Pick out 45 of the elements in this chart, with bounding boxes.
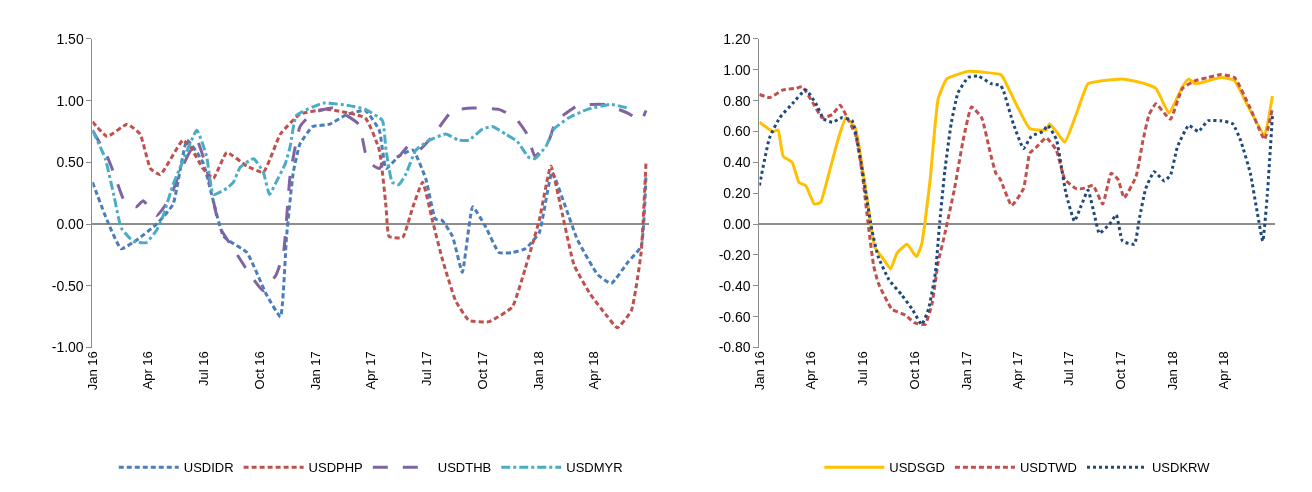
x-tick-label: Jan 17 [958, 351, 974, 391]
x-tick-label: Apr 16 [803, 351, 819, 390]
y-tick-label: 0.00 [723, 216, 751, 233]
legend-label: USDKRW [1151, 460, 1211, 476]
x-tick-label: Apr 16 [140, 351, 156, 390]
x-tick-label: Jan 17 [308, 351, 324, 391]
x-tick-label: Apr 18 [1215, 351, 1231, 390]
y-tick-label: -0.40 [718, 277, 751, 294]
x-tick-label: Jan 18 [530, 351, 546, 391]
x-tick-label: Oct 16 [906, 351, 922, 390]
y-tick-label: 0.40 [723, 154, 751, 171]
x-tick-label: Jul 16 [854, 351, 870, 386]
y-tick-label: 0.20 [723, 185, 751, 202]
y-tick-label: -1.00 [51, 339, 84, 356]
line-series [92, 101, 630, 245]
legend-label: USDIDR [183, 460, 234, 476]
y-tick-label: 0.00 [56, 216, 84, 233]
x-tick-label: Oct 17 [1113, 351, 1129, 390]
x-tick-label: Oct 16 [251, 351, 267, 390]
x-tick-label: Oct 17 [474, 351, 490, 390]
legend-label: USDPHP [308, 460, 363, 476]
x-tick-label: Jan 16 [751, 351, 767, 391]
y-tick-label: 1.00 [56, 92, 84, 109]
legend-label: USDSGD [889, 460, 945, 476]
legend-label: USDMYR [566, 460, 623, 476]
x-tick-label: Apr 17 [1009, 351, 1025, 390]
y-tick-label: 0.80 [723, 92, 751, 109]
y-tick-label: 0.60 [723, 123, 751, 140]
x-tick-label: Apr 18 [585, 351, 601, 390]
y-tick-label: 1.00 [723, 61, 751, 78]
y-tick-label: -0.60 [718, 308, 751, 325]
y-tick-label: -0.80 [718, 339, 751, 356]
x-tick-label: Jul 16 [195, 351, 211, 386]
legend-label: USDTWD [1019, 460, 1077, 476]
x-tick-label: Apr 17 [363, 351, 378, 390]
x-tick-label: Jan 18 [1165, 351, 1181, 391]
x-tick-label: Jan 16 [84, 351, 100, 391]
y-tick-label: 0.50 [56, 154, 84, 171]
y-tick-label: 1.20 [723, 30, 751, 47]
y-tick-label: -0.20 [718, 246, 751, 263]
y-tick-label: -0.50 [51, 277, 84, 294]
x-tick-label: Jul 17 [418, 351, 434, 386]
y-tick-label: 1.50 [56, 30, 84, 47]
legend-label: USDTHB [437, 460, 492, 476]
x-tick-label: Jul 17 [1061, 351, 1077, 386]
